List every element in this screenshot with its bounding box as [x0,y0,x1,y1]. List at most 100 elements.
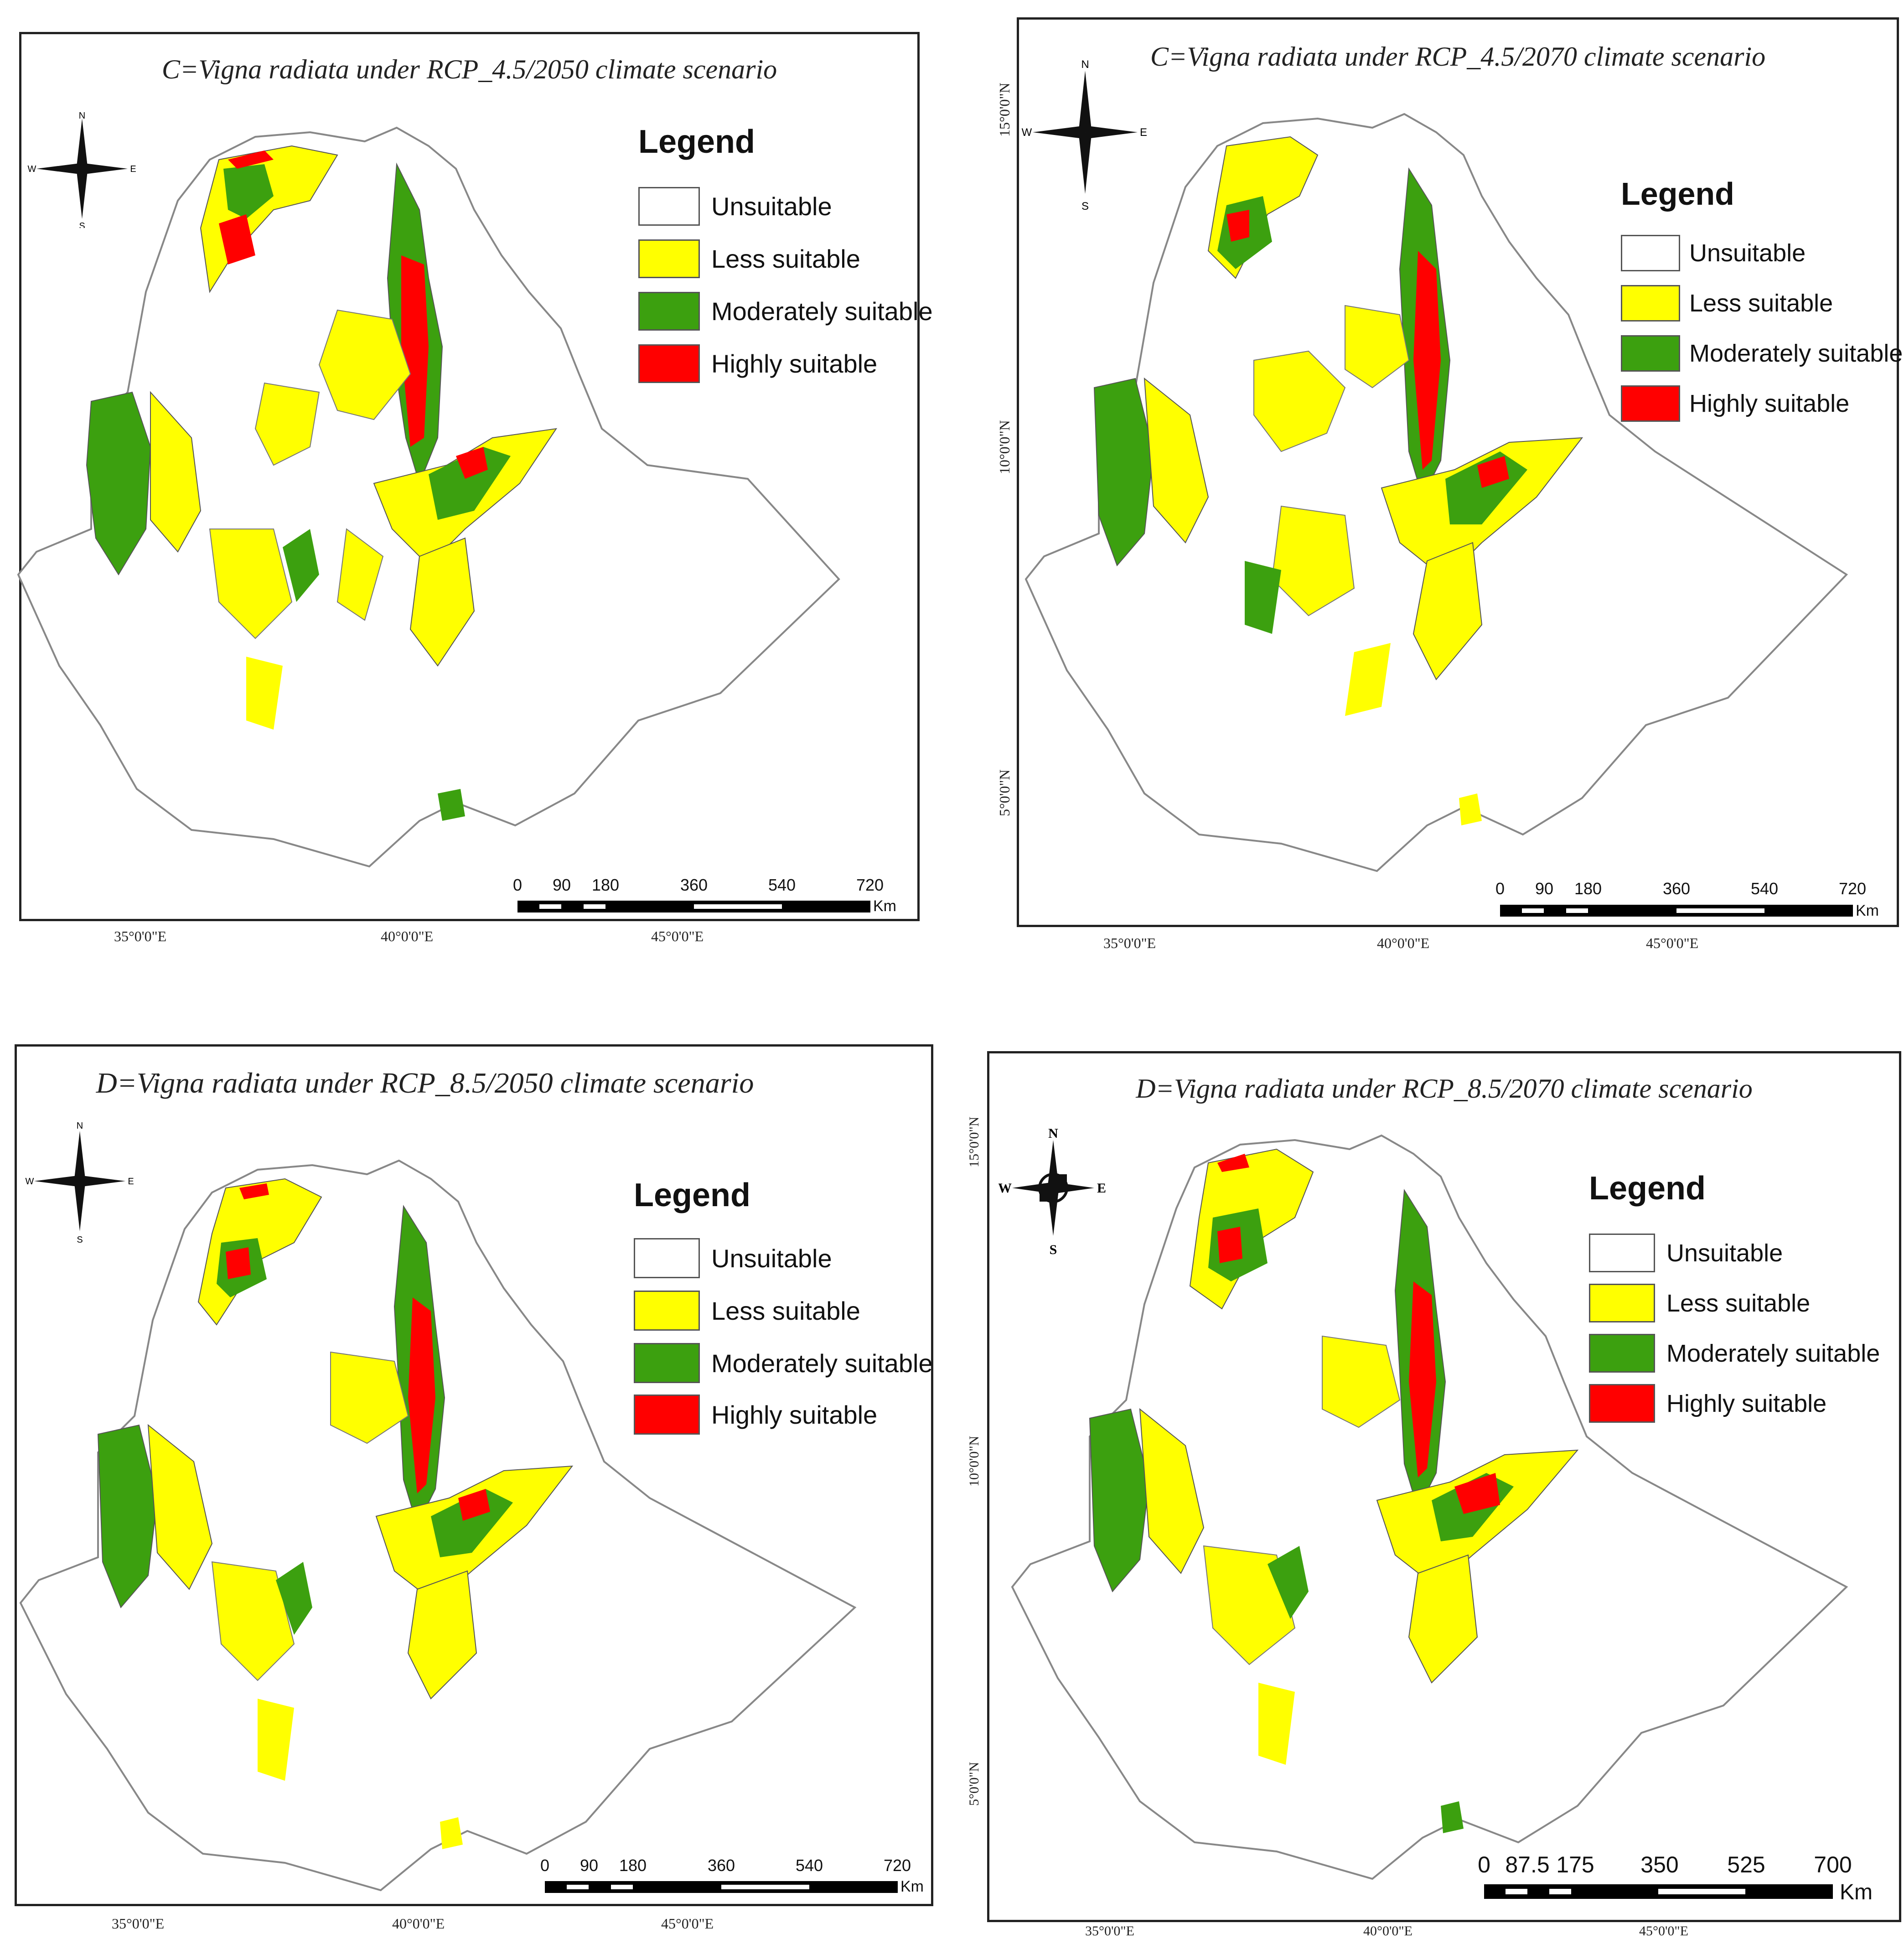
scale-bar: 0 90 180 360 540 720 Km [513,876,919,917]
legend-item-highly-suitable: Highly suitable [638,344,877,383]
scale-tick-label: 175 [1556,1852,1594,1877]
legend-item-less-suitable: Less suitable [1621,285,1833,321]
legend-title: Legend [638,124,755,160]
longitude-label: 45°0'0"E [1639,1923,1688,1939]
map-title: D=Vigna radiata under RCP_8.5/2070 clima… [1136,1073,1753,1104]
legend-label: Unsuitable [1689,239,1806,267]
scale-tick-label: 350 [1640,1852,1679,1877]
longitude-label: 40°0'0"E [1377,935,1430,951]
legend-item-unsuitable: Unsuitable [1589,1234,1783,1272]
legend-item-less-suitable: Less suitable [1589,1284,1810,1322]
legend: Legend Unsuitable Less suitable Moderate… [634,1177,935,1450]
scale-unit: Km [1840,1880,1873,1904]
legend-label: Highly suitable [1689,390,1850,417]
scale-tick-label: 360 [707,1856,735,1875]
compass-w-label: W [28,164,36,174]
scale-bar-graphic [545,1881,898,1893]
scale-bar: 0 87.5 175 350 525 700 Km [1478,1851,1901,1906]
legend-swatch [638,344,700,383]
legend-swatch [1589,1334,1655,1373]
legend-item-highly-suitable: Highly suitable [1589,1384,1826,1423]
map-panel-c-2050: C=Vigna radiata under RCP_4.5/2050 clima… [0,0,939,953]
ethiopia-suitability-map [17,126,840,868]
legend-item-unsuitable: Unsuitable [1621,235,1806,271]
compass-n-label: N [79,111,85,121]
legend-swatch [1589,1234,1655,1272]
longitude-label: 40°0'0"E [381,928,434,944]
north-arrow-compass-icon: N S W E [26,1121,134,1245]
compass-n-label: N [77,1121,83,1131]
scale-unit: Km [900,1878,924,1895]
legend-label: Moderately suitable [711,1348,933,1378]
scale-unit: Km [1856,902,1879,919]
legend-label: Less suitable [1689,290,1833,317]
legend-swatch [1621,285,1680,321]
longitude-label: 40°0'0"E [392,1915,445,1932]
scale-tick-label: 0 [512,876,523,894]
north-arrow-compass-icon: N S W E [999,1126,1106,1257]
scale-tick-label: 0 [1478,1852,1490,1877]
longitude-label: 45°0'0"E [1646,935,1699,951]
legend-item-less-suitable: Less suitable [638,239,860,278]
legend-swatch [1621,385,1680,422]
scale-tick-label: 540 [768,876,796,894]
legend-label: Highly suitable [711,1400,878,1429]
legend-label: Highly suitable [711,349,878,378]
compass-w-label: W [999,1181,1012,1196]
scale-tick-label: 0 [540,1856,550,1875]
legend-swatch [1589,1384,1655,1423]
latitude-label: 10°0'0"N [996,420,1013,474]
north-arrow-compass-icon: N S W E [28,111,136,228]
scale-tick-label: 0 [1495,879,1505,898]
map-title: C=Vigna radiata under RCP_4.5/2070 clima… [1150,41,1766,72]
scale-tick-label: 720 [883,1856,911,1875]
latitude-label: 5°0'0"N [996,769,1013,816]
longitude-label: 45°0'0"E [661,1915,714,1932]
legend-label: Less suitable [711,244,860,273]
legend-swatch [1621,335,1680,372]
legend-item-highly-suitable: Highly suitable [634,1395,877,1435]
compass-e-label: E [128,1177,134,1187]
scale-unit: Km [873,897,896,915]
scale-tick-label: 90 [579,1856,599,1875]
legend: Legend Unsuitable Less suitable Moderate… [1589,1170,1899,1443]
compass-e-label: E [1097,1181,1106,1196]
scale-tick-label: 90 [552,876,571,894]
map-panel-d-2070: D=Vigna radiata under RCP_8.5/2070 clima… [953,1031,1904,1939]
legend-label: Less suitable [711,1296,860,1325]
longitude-label: 35°0'0"E [112,1915,165,1932]
legend-title: Legend [1589,1170,1706,1207]
scale-tick-label: 90 [1535,879,1554,898]
legend-swatch [1589,1284,1655,1322]
legend-item-unsuitable: Unsuitable [634,1238,832,1278]
legend-item-unsuitable: Unsuitable [638,187,832,226]
compass-s-label: S [1081,200,1089,213]
scale-tick-label: 720 [1838,879,1867,898]
longitude-label: 35°0'0"E [1103,935,1156,951]
legend-swatch [634,1238,700,1278]
map-panel-c-2070: C=Vigna radiata under RCP_4.5/2070 clima… [957,0,1904,958]
legend-title: Legend [634,1177,751,1213]
compass-s-label: S [1050,1242,1057,1257]
latitude-label: 5°0'0"N [967,1762,982,1806]
map-panel-d-2050: D=Vigna radiata under RCP_8.5/2050 clima… [0,1031,948,1939]
legend-swatch [638,292,700,331]
compass-w-label: W [26,1177,34,1187]
legend-label: Unsuitable [711,192,832,221]
legend-label: Less suitable [1666,1289,1811,1317]
scale-bar: 0 90 180 360 540 720 Km [1495,879,1901,920]
compass-e-label: E [1140,126,1147,139]
scale-bar-graphic [1500,905,1853,917]
legend-swatch [634,1291,700,1331]
compass-n-label: N [1081,58,1089,71]
legend-item-moderately-suitable: Moderately suitable [1621,335,1903,372]
scale-tick-label: 180 [591,876,620,894]
scale-bar-graphic [517,901,870,912]
legend-swatch [638,187,700,226]
scale-tick-label: 87.5 [1505,1852,1550,1877]
legend-label: Moderately suitable [1666,1339,1880,1367]
legend-item-highly-suitable: Highly suitable [1621,385,1849,422]
legend-label: Moderately suitable [1689,340,1903,367]
compass-w-label: W [1022,126,1032,139]
legend-swatch [1621,235,1680,271]
